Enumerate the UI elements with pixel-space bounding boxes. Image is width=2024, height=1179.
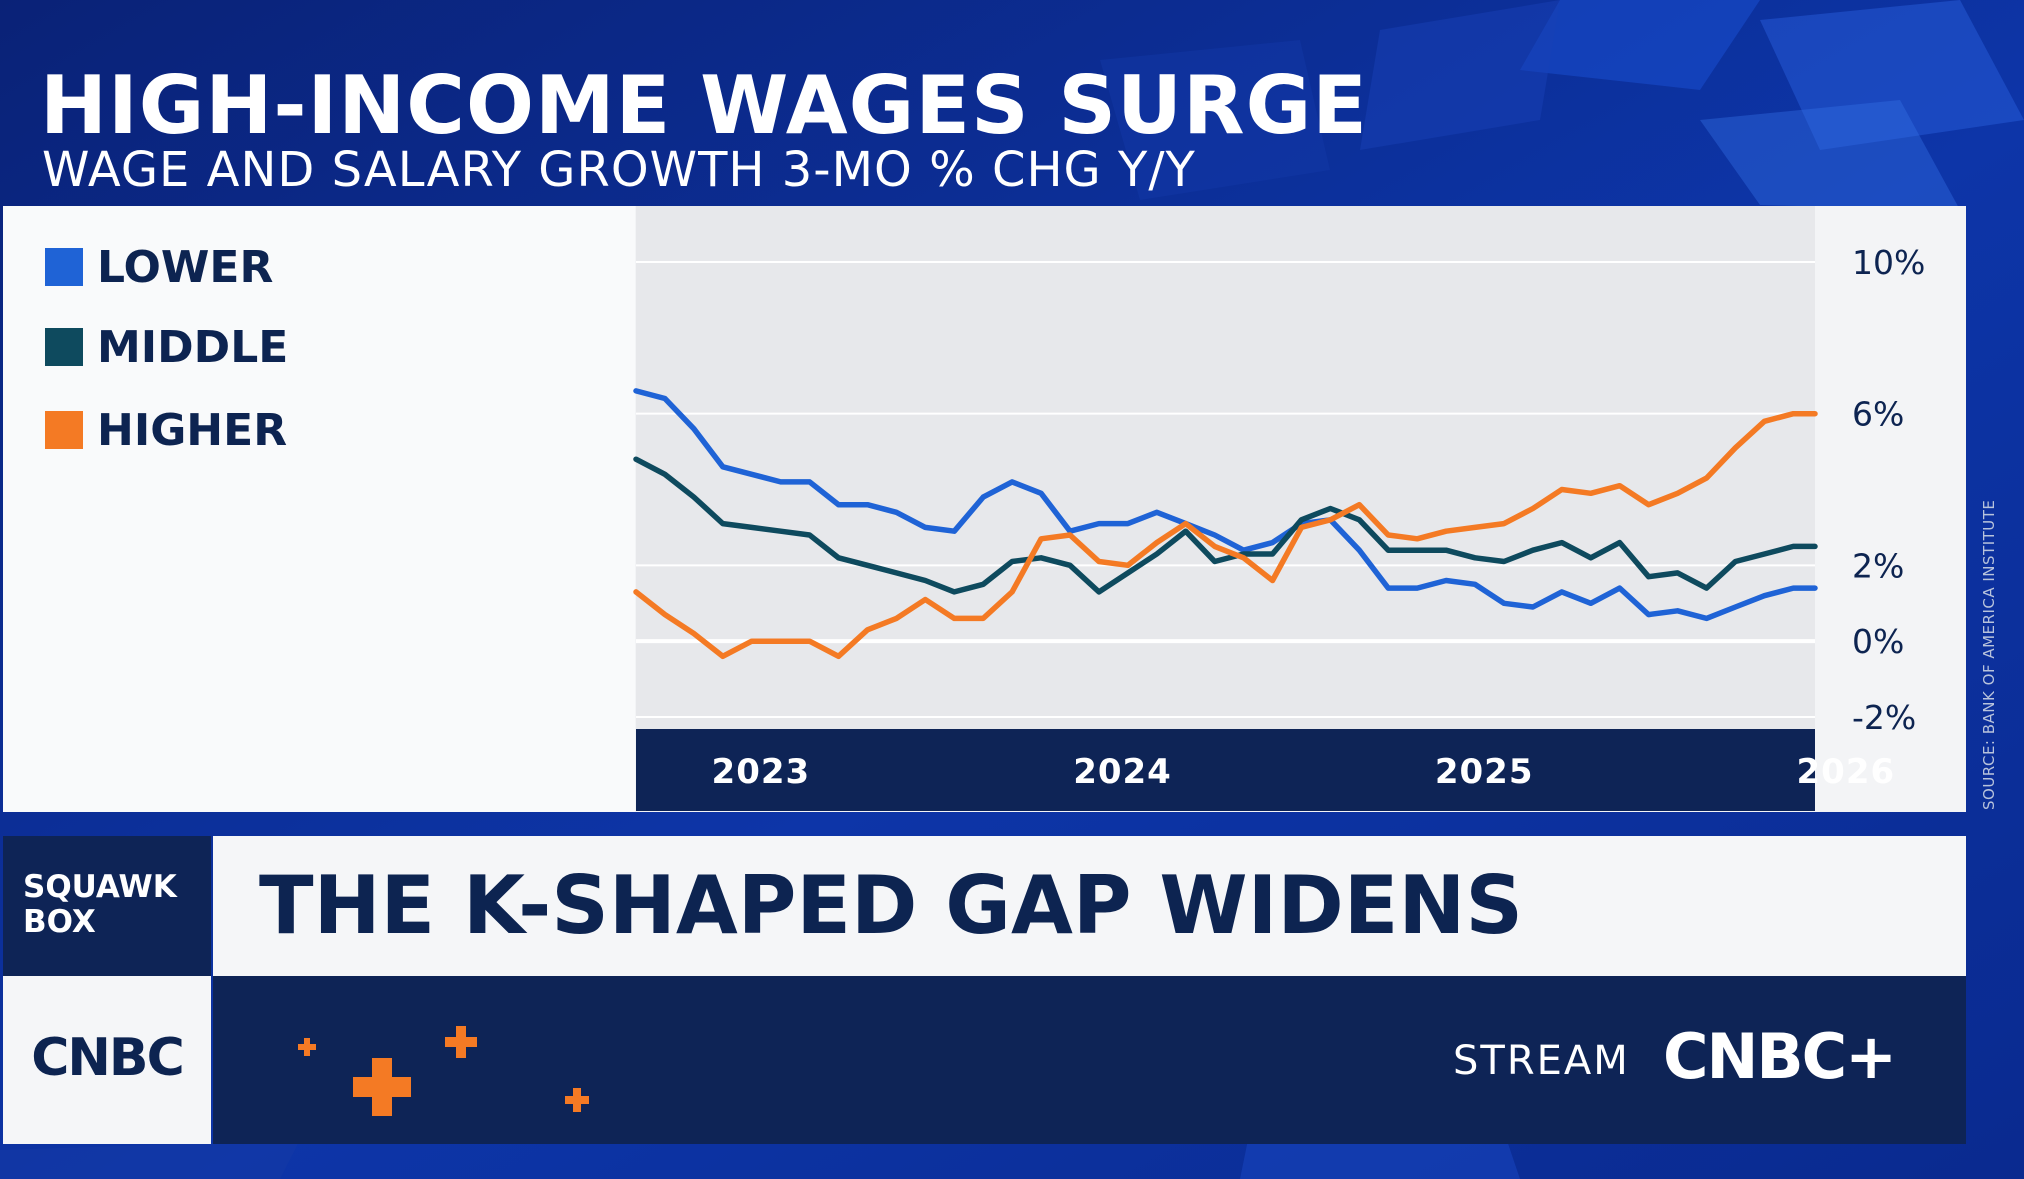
network-logo-box: CNBC: [3, 976, 211, 1144]
x-tick-label: 2023: [712, 752, 811, 792]
chart-subtitle: WAGE AND SALARY GROWTH 3-MO % CHG Y/Y: [42, 142, 1196, 198]
cnbc-plus-logo: CNBC+: [1663, 1020, 1897, 1093]
x-tick-label: 2026: [1797, 752, 1896, 792]
series-line-middle: [633, 456, 1818, 595]
x-tick-label: 2025: [1435, 752, 1534, 792]
plus-icon: [445, 1026, 477, 1058]
series-line-lower: [633, 388, 1818, 622]
plus-icon: [298, 1038, 316, 1056]
lower-third: SQUAWK BOX THE K-SHAPED GAP WIDENS CNBC …: [3, 836, 1966, 1144]
legend-item-lower: LOWER: [45, 239, 273, 295]
show-name-box: SQUAWK BOX: [3, 836, 211, 976]
stream-promo-bar: STREAM CNBC+: [213, 976, 1966, 1144]
cnbc-logo: CNBC: [31, 1028, 184, 1088]
legend-swatch-higher: [45, 411, 83, 449]
legend-item-middle: MIDDLE: [45, 319, 288, 375]
series-line-higher: [633, 410, 1818, 660]
y-tick-label: 2%: [1852, 546, 1904, 585]
chart-legend: LOWER MIDDLE HIGHER: [3, 206, 635, 812]
y-tick-label: -2%: [1852, 698, 1916, 737]
x-axis-band: [636, 729, 1815, 811]
stream-label: STREAM: [1453, 1038, 1630, 1084]
chart-title: HIGH-INCOME WAGES SURGE: [40, 59, 1368, 152]
source-note: SOURCE: BANK OF AMERICA INSTITUTE: [1980, 499, 1998, 810]
y-tick-label: 0%: [1852, 622, 1904, 661]
legend-label-lower: LOWER: [97, 241, 274, 293]
y-tick-label: 6%: [1852, 395, 1904, 434]
x-tick-label: 2024: [1073, 752, 1172, 792]
legend-label-higher: HIGHER: [97, 404, 288, 456]
plus-icon: [353, 1058, 411, 1116]
legend-swatch-lower: [45, 248, 83, 286]
plus-icon: [565, 1088, 589, 1112]
legend-swatch-middle: [45, 328, 83, 366]
headline-box: THE K-SHAPED GAP WIDENS: [213, 836, 1966, 976]
legend-label-middle: MIDDLE: [97, 321, 289, 373]
show-name: SQUAWK BOX: [23, 869, 177, 940]
y-tick-label: 10%: [1852, 243, 1925, 282]
headline: THE K-SHAPED GAP WIDENS: [259, 859, 1523, 952]
legend-item-higher: HIGHER: [45, 402, 287, 458]
plot-area: [636, 206, 1815, 729]
